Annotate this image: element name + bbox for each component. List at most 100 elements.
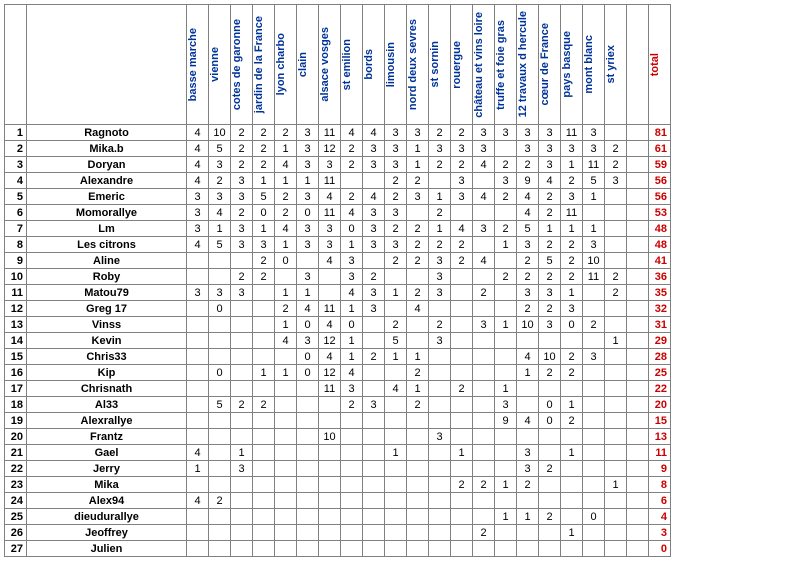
value-cell xyxy=(275,381,297,397)
value-cell: 3 xyxy=(253,237,275,253)
value-cell xyxy=(451,269,473,285)
value-cell xyxy=(451,317,473,333)
name-cell: Kevin xyxy=(27,333,187,349)
value-cell: 3 xyxy=(385,205,407,221)
value-cell xyxy=(539,493,561,509)
value-cell: 1 xyxy=(385,445,407,461)
value-cell xyxy=(605,413,627,429)
spacer-cell xyxy=(627,285,649,301)
value-cell: 1 xyxy=(451,445,473,461)
value-cell: 1 xyxy=(341,301,363,317)
value-cell: 3 xyxy=(341,253,363,269)
value-cell: 4 xyxy=(363,125,385,141)
value-cell xyxy=(473,509,495,525)
table-row: 2Mika.b4522131223313333333261 xyxy=(5,141,671,157)
spacer-cell xyxy=(627,301,649,317)
name-cell: Doryan xyxy=(27,157,187,173)
value-cell: 3 xyxy=(495,125,517,141)
value-cell: 3 xyxy=(231,461,253,477)
value-cell xyxy=(429,397,451,413)
rank-cell: 18 xyxy=(5,397,27,413)
value-cell xyxy=(187,269,209,285)
value-cell xyxy=(297,429,319,445)
value-cell xyxy=(473,301,495,317)
name-cell: Frantz xyxy=(27,429,187,445)
value-cell: 1 xyxy=(275,285,297,301)
table-row: 19Alexrallye940215 xyxy=(5,413,671,429)
name-cell: Lm xyxy=(27,221,187,237)
value-cell xyxy=(407,461,429,477)
value-cell: 1 xyxy=(539,221,561,237)
value-cell: 3 xyxy=(231,237,253,253)
rank-cell: 16 xyxy=(5,365,27,381)
value-cell: 2 xyxy=(209,493,231,509)
column-label: cotes de garonne xyxy=(231,15,243,114)
value-cell: 4 xyxy=(473,253,495,269)
value-cell: 0 xyxy=(275,253,297,269)
value-cell: 2 xyxy=(429,125,451,141)
value-cell xyxy=(495,445,517,461)
rank-cell: 27 xyxy=(5,541,27,557)
value-cell xyxy=(517,333,539,349)
value-cell xyxy=(297,525,319,541)
rank-cell: 6 xyxy=(5,205,27,221)
value-cell xyxy=(561,493,583,509)
value-cell xyxy=(341,541,363,557)
value-cell: 2 xyxy=(363,349,385,365)
value-cell: 2 xyxy=(231,269,253,285)
value-cell xyxy=(253,493,275,509)
value-cell xyxy=(583,429,605,445)
value-cell xyxy=(495,301,517,317)
value-cell xyxy=(583,493,605,509)
value-cell xyxy=(605,445,627,461)
value-cell xyxy=(253,301,275,317)
header-rank xyxy=(5,5,27,125)
column-header: cœur de France xyxy=(539,5,561,125)
value-cell xyxy=(451,429,473,445)
value-cell xyxy=(209,429,231,445)
value-cell: 0 xyxy=(539,397,561,413)
value-cell xyxy=(297,541,319,557)
rank-cell: 26 xyxy=(5,525,27,541)
value-cell xyxy=(605,461,627,477)
value-cell xyxy=(253,477,275,493)
value-cell: 1 xyxy=(275,173,297,189)
value-cell: 2 xyxy=(429,317,451,333)
spacer-cell xyxy=(627,333,649,349)
value-cell: 3 xyxy=(363,221,385,237)
value-cell xyxy=(583,413,605,429)
rank-cell: 9 xyxy=(5,253,27,269)
value-cell: 0 xyxy=(341,317,363,333)
value-cell xyxy=(253,285,275,301)
value-cell xyxy=(341,509,363,525)
value-cell xyxy=(495,253,517,269)
value-cell: 1 xyxy=(253,365,275,381)
value-cell: 1 xyxy=(583,189,605,205)
value-cell: 2 xyxy=(561,365,583,381)
total-header: total xyxy=(649,5,671,125)
value-cell: 3 xyxy=(495,173,517,189)
name-cell: dieudurallye xyxy=(27,509,187,525)
value-cell: 2 xyxy=(407,221,429,237)
value-cell xyxy=(605,365,627,381)
spacer-cell xyxy=(627,477,649,493)
name-cell: Julien xyxy=(27,541,187,557)
column-header: limousin xyxy=(385,5,407,125)
value-cell xyxy=(253,445,275,461)
value-cell: 2 xyxy=(473,477,495,493)
value-cell xyxy=(385,429,407,445)
total-cell: 61 xyxy=(649,141,671,157)
value-cell: 2 xyxy=(517,157,539,173)
value-cell: 3 xyxy=(561,189,583,205)
total-cell: 3 xyxy=(649,525,671,541)
value-cell: 1 xyxy=(517,365,539,381)
column-label: pays basque xyxy=(561,27,573,102)
value-cell: 2 xyxy=(539,509,561,525)
column-label: limousin xyxy=(385,38,397,91)
value-cell xyxy=(209,317,231,333)
value-cell xyxy=(253,413,275,429)
value-cell: 1 xyxy=(187,461,209,477)
value-cell: 4 xyxy=(319,349,341,365)
value-cell: 5 xyxy=(209,141,231,157)
value-cell: 10 xyxy=(319,429,341,445)
